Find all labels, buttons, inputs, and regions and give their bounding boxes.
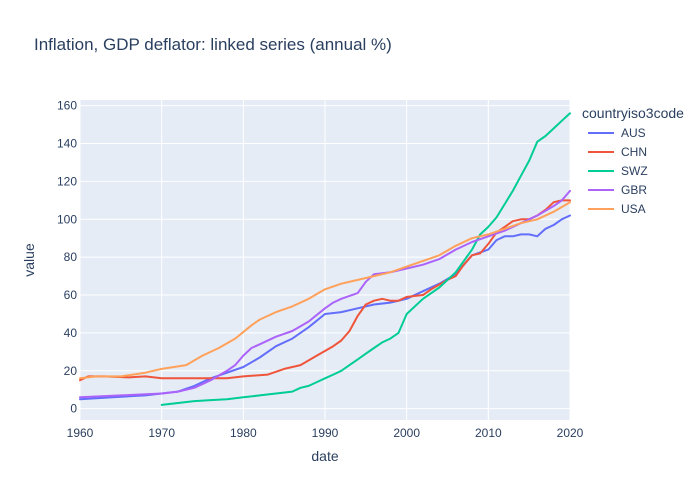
y-tick-label: 160 [57, 99, 77, 113]
legend-label-aus: AUS [621, 126, 646, 140]
legend-label-gbr: GBR [621, 183, 647, 197]
y-tick-label: 80 [64, 250, 78, 264]
y-tick-labels: 0 20 40 60 80 100 120 140 160 [57, 99, 77, 416]
y-tick-label: 120 [57, 174, 77, 188]
y-tick-label: 60 [64, 288, 78, 302]
y-tick-label: 40 [64, 326, 78, 340]
y-tick-label: 0 [70, 402, 77, 416]
y-tick-label: 140 [57, 137, 77, 151]
x-tick-label: 2010 [475, 426, 502, 440]
x-tick-label: 1990 [312, 426, 339, 440]
x-tick-label: 2000 [393, 426, 420, 440]
x-tick-labels: 1960 1970 1980 1990 2000 2010 2020 [67, 426, 584, 440]
x-grid [79, 100, 571, 420]
legend-label-swz: SWZ [621, 164, 648, 178]
x-tick-label: 2020 [557, 426, 584, 440]
x-tick-label: 1960 [67, 426, 94, 440]
y-tick-label: 20 [64, 364, 78, 378]
y-axis-title: value [21, 243, 37, 277]
legend-title: countryiso3code [582, 105, 684, 121]
series-line-gbr [79, 189, 571, 399]
series-layer [79, 112, 571, 406]
series-line-usa [79, 201, 571, 380]
x-tick-label: 1970 [148, 426, 175, 440]
x-axis-title: date [311, 448, 338, 464]
legend-label-chn: CHN [621, 145, 647, 159]
legend: countryiso3code AUS CHN SWZ GBR USA [582, 105, 684, 216]
x-tick-label: 1980 [230, 426, 257, 440]
y-grid [80, 105, 570, 410]
series-line-swz [160, 112, 571, 406]
series-line-chn [79, 199, 571, 382]
legend-label-usa: USA [621, 202, 646, 216]
y-tick-label: 100 [57, 212, 77, 226]
chart-title: Inflation, GDP deflator: linked series (… [34, 35, 392, 54]
